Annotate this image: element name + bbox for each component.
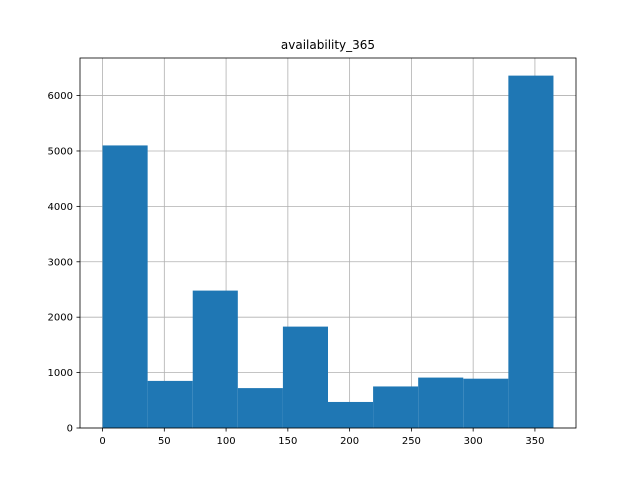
- y-tick-label: 6000: [48, 91, 73, 102]
- y-tick-label: 1000: [48, 368, 73, 379]
- histogram-bar: [418, 377, 464, 428]
- x-tick-label: 200: [340, 436, 359, 447]
- histogram-bar: [237, 388, 283, 428]
- y-tick-label: 0: [67, 424, 73, 435]
- axes-layer: 0 50 100 150 200 250 300 350 0 1000 2000 3000 4000 50…: [48, 57, 577, 447]
- histogram-bar: [373, 386, 419, 428]
- histogram-bar: [508, 75, 554, 428]
- histogram-bar: [463, 378, 509, 428]
- x-tick-label: 50: [158, 436, 171, 447]
- y-tick-label: 3000: [48, 257, 73, 268]
- x-tick-label: 350: [525, 436, 544, 447]
- x-tick-label: 300: [464, 436, 483, 447]
- x-tick-label: 100: [217, 436, 236, 447]
- histogram-bar: [282, 326, 328, 428]
- histogram-bar: [102, 145, 148, 429]
- axes-frame: [79, 57, 577, 429]
- x-tick-label: 0: [99, 436, 105, 447]
- bars-layer: [102, 75, 554, 429]
- chart-title: availability_365: [281, 38, 375, 52]
- histogram-bar: [192, 290, 238, 428]
- x-tick-label: 250: [402, 436, 421, 447]
- histogram-bar: [328, 401, 374, 428]
- histogram-bar: [147, 380, 193, 428]
- y-tick-label: 4000: [48, 202, 73, 213]
- x-tick-label: 150: [278, 436, 297, 447]
- y-tick-label: 5000: [48, 146, 73, 157]
- y-tick-label: 2000: [48, 313, 73, 324]
